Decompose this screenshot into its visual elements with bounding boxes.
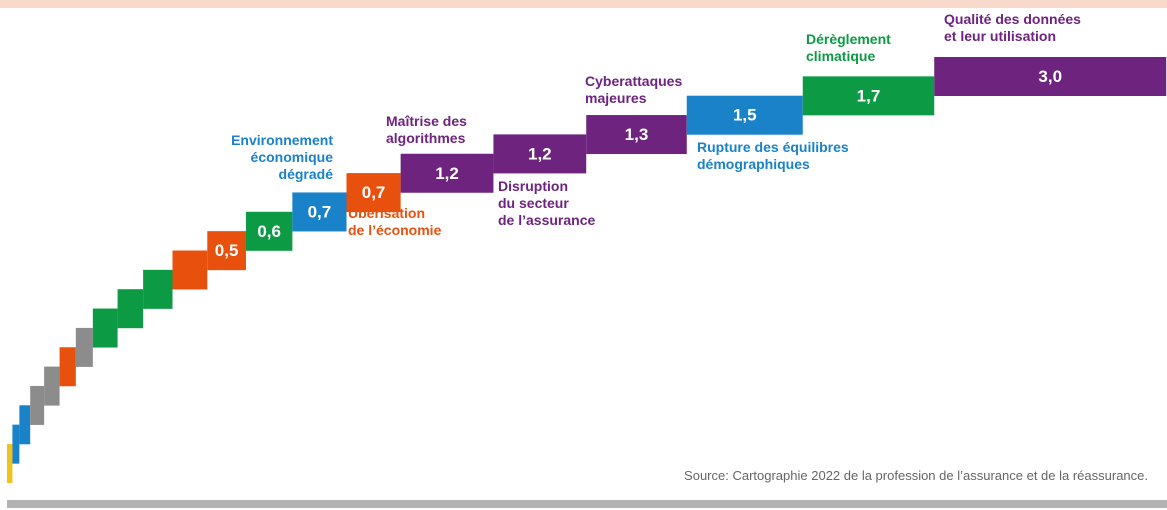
step-block <box>802 76 935 116</box>
value-label: 1,2 <box>528 144 552 163</box>
step-block <box>934 57 1167 96</box>
value-label: 1,2 <box>435 164 459 183</box>
value-label: 3,0 <box>1038 67 1062 86</box>
value-label: 1,7 <box>857 86 881 105</box>
value-label: 1,3 <box>625 125 649 144</box>
value-label: 0,5 <box>215 241 239 260</box>
step-block <box>143 269 173 309</box>
step-block <box>292 192 347 232</box>
step-block <box>7 444 13 483</box>
step-block <box>75 327 93 367</box>
value-label: 0,7 <box>362 183 386 202</box>
category-label: Disruption du secteur de l’assurance <box>498 178 596 228</box>
step-block <box>245 211 293 251</box>
step-block <box>346 173 401 213</box>
category-label: Cyberattaques majeures <box>585 73 683 106</box>
step-block <box>586 115 687 155</box>
category-label: Dérèglement climatique <box>806 31 891 64</box>
category-label: Environnement économique dégradé <box>231 132 333 182</box>
value-label: 0,6 <box>257 222 281 241</box>
value-label: 0,7 <box>308 202 332 221</box>
step-block <box>686 95 803 135</box>
step-block <box>59 347 76 387</box>
top-band <box>0 0 1167 8</box>
category-label: Rupture des équilibres démographiques <box>697 139 849 172</box>
step-block <box>172 250 208 290</box>
bottom-band <box>7 500 1167 508</box>
step-block <box>400 153 494 193</box>
step-block <box>30 385 45 425</box>
category-label: Maîtrise des algorithmes <box>386 113 467 146</box>
step-block <box>493 134 587 174</box>
category-label: Ubérisation de l’économie <box>348 205 442 238</box>
step-block <box>44 366 60 406</box>
step-block <box>12 424 20 464</box>
step-block <box>117 289 144 329</box>
step-block <box>92 308 118 348</box>
category-label: Qualité des données et leur utilisation <box>944 11 1081 44</box>
value-label: 1,5 <box>733 106 757 125</box>
source-note: Source: Cartographie 2022 de la professi… <box>684 468 1148 483</box>
step-block <box>207 231 246 271</box>
step-block <box>19 405 31 445</box>
